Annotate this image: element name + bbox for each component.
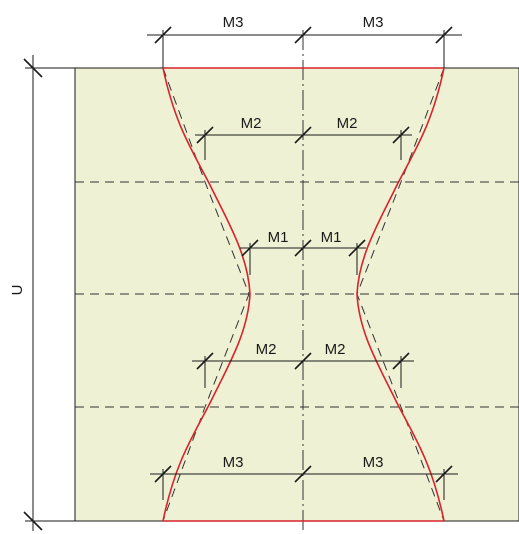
dimension-m2-upper: M2 M2 — [195, 115, 412, 160]
label-m1-left: M1 — [268, 229, 289, 246]
label-m2-upper-left: M2 — [241, 115, 262, 132]
label-m3-top-left: M3 — [223, 14, 244, 31]
label-m2-lower-right: M2 — [325, 341, 346, 358]
panel-background — [74, 67, 519, 522]
label-m2-lower-left: M2 — [256, 341, 277, 358]
label-m3-top-right: M3 — [363, 14, 384, 31]
dimension-m3-top: M3 M3 — [147, 14, 462, 68]
profile-outline-right — [356, 67, 445, 522]
dimension-m1: M1 M1 — [240, 229, 366, 275]
dimension-m3-bottom: M3 M3 — [150, 454, 458, 500]
profile-approx-left — [162, 67, 250, 522]
dimension-u-vertical: U — [9, 55, 75, 531]
label-u: U — [9, 285, 26, 296]
label-m1-right: M1 — [321, 229, 342, 246]
label-m2-upper-right: M2 — [337, 115, 358, 132]
label-m3-bottom-left: M3 — [223, 454, 244, 471]
profile-outline-left — [162, 67, 251, 522]
dimension-m2-lower: M2 M2 — [192, 341, 414, 388]
label-m3-bottom-right: M3 — [363, 454, 384, 471]
